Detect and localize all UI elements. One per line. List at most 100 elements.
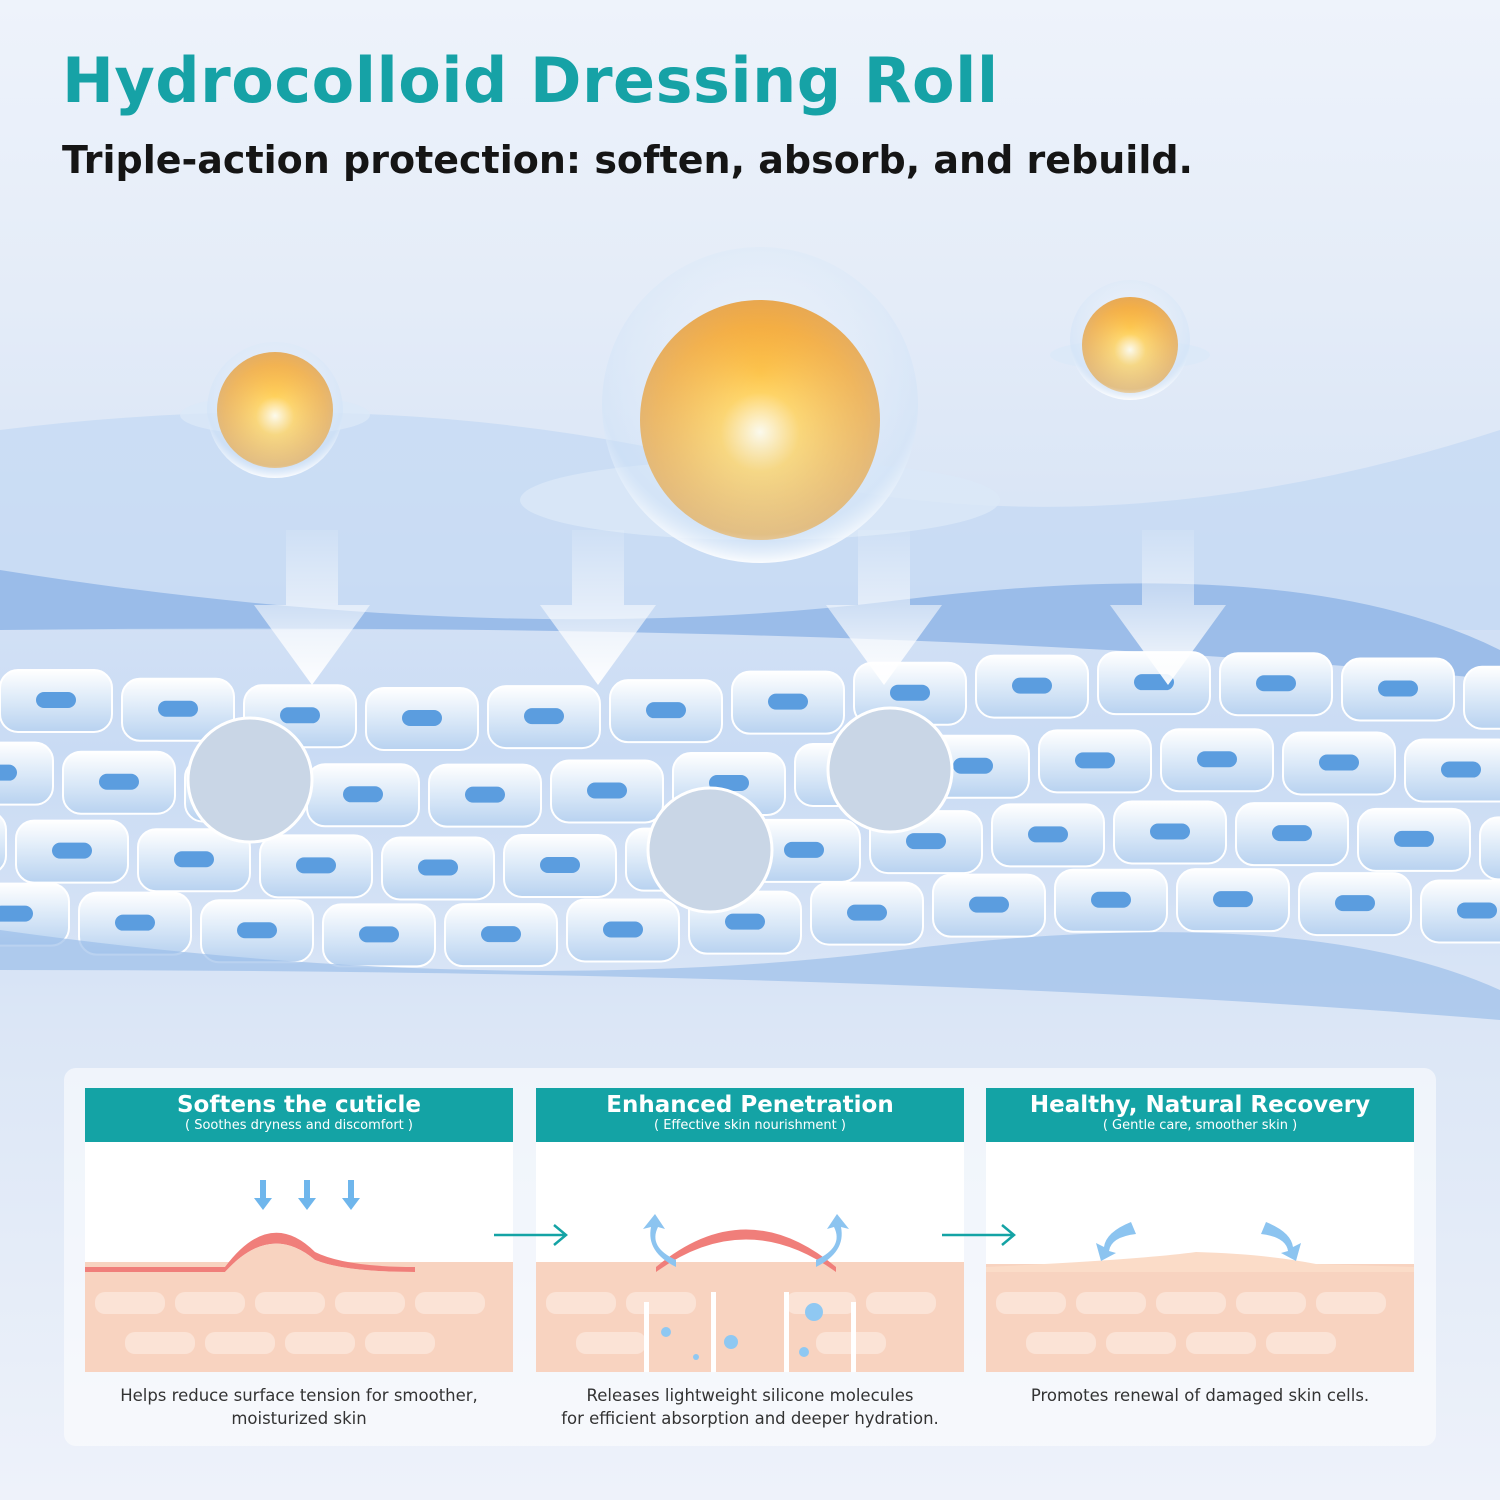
membrane-layer bbox=[0, 570, 1500, 680]
caption-line: for efficient absorption and deeper hydr… bbox=[561, 1409, 939, 1428]
cell-nucleus bbox=[1150, 823, 1190, 840]
caption-line: moisturized skin bbox=[231, 1409, 367, 1428]
cell-nucleus bbox=[1319, 754, 1359, 771]
bubble-right bbox=[1050, 280, 1210, 400]
molecule-dots-icon bbox=[661, 1303, 823, 1360]
step-header: Healthy, Natural Recovery ( Gentle care,… bbox=[986, 1088, 1414, 1142]
step-header: Enhanced Penetration ( Effective skin no… bbox=[536, 1088, 964, 1142]
cell-nucleus bbox=[99, 773, 139, 790]
cell-nucleus bbox=[237, 922, 277, 939]
cell-nucleus bbox=[1012, 677, 1052, 694]
down-arrow-icon bbox=[540, 530, 656, 685]
cell-nucleus bbox=[1091, 891, 1131, 908]
step-subtitle: ( Effective skin nourishment ) bbox=[654, 1118, 846, 1133]
cell-nucleus bbox=[768, 693, 808, 710]
down-arrow-icon bbox=[826, 530, 942, 685]
cell-nucleus bbox=[174, 851, 214, 868]
cell-nucleus bbox=[890, 684, 930, 701]
cell-nucleus bbox=[1272, 825, 1312, 842]
step-caption: Releases lightweight silicone molecules … bbox=[536, 1384, 964, 1430]
caption-line: Promotes renewal of damaged skin cells. bbox=[1030, 1386, 1370, 1405]
arrow-right-icon bbox=[942, 1224, 1016, 1246]
cell-nucleus bbox=[343, 786, 383, 803]
cell-nucleus bbox=[481, 926, 521, 943]
cell-nucleus bbox=[969, 896, 1009, 913]
step-caption: Helps reduce surface tension for smoothe… bbox=[85, 1384, 513, 1430]
skin-cell bbox=[0, 815, 7, 871]
skin-cell bbox=[1479, 816, 1500, 881]
cell-nucleus bbox=[1075, 752, 1115, 769]
cell-nucleus bbox=[953, 757, 993, 774]
cell-nucleus bbox=[540, 856, 580, 873]
cell-nucleus bbox=[296, 857, 336, 874]
cell-nucleus bbox=[402, 709, 442, 726]
skin-cell bbox=[1463, 665, 1500, 730]
cell-nucleus bbox=[1028, 826, 1068, 843]
cell-nucleus bbox=[418, 859, 458, 876]
cell-nucleus bbox=[784, 841, 824, 858]
cell-nucleus bbox=[0, 905, 33, 922]
cell-nucleus bbox=[359, 926, 399, 943]
damaged-cell bbox=[826, 706, 954, 834]
cell-nucleus bbox=[906, 833, 946, 850]
skin-cell bbox=[0, 741, 54, 806]
skin-layer-illustration bbox=[0, 247, 1500, 1020]
cell-nucleus bbox=[847, 904, 887, 921]
cell-nucleus bbox=[646, 702, 686, 719]
step-subtitle: ( Gentle care, smoother skin ) bbox=[1102, 1118, 1298, 1133]
step-card-soften: Softens the cuticle ( Soothes dryness an… bbox=[85, 1088, 513, 1430]
step-subtitle: ( Soothes dryness and discomfort ) bbox=[185, 1118, 413, 1133]
cell-nucleus bbox=[1441, 761, 1481, 778]
cell-nucleus bbox=[709, 775, 749, 792]
skin-section-illustration bbox=[85, 1180, 513, 1372]
up-arrows-icon bbox=[644, 1292, 856, 1372]
bubble-center bbox=[520, 247, 1000, 563]
cell-nucleus bbox=[36, 692, 76, 708]
cell-nucleus bbox=[1213, 891, 1253, 908]
cell-nucleus bbox=[587, 782, 627, 799]
step-header: Softens the cuticle ( Soothes dryness an… bbox=[85, 1088, 513, 1142]
skin-diagram-penetration bbox=[536, 1142, 964, 1372]
damaged-cell bbox=[186, 716, 314, 844]
cell-nucleus bbox=[115, 914, 155, 931]
cell-nucleus bbox=[725, 913, 765, 930]
skin-section-illustration bbox=[986, 1222, 1414, 1372]
cell-nucleus bbox=[524, 708, 564, 725]
curved-arrow-right-icon bbox=[816, 1214, 849, 1267]
step-title: Enhanced Penetration bbox=[606, 1092, 894, 1118]
curved-arrow-right-icon bbox=[1261, 1222, 1301, 1261]
cell-nucleus bbox=[0, 764, 17, 781]
cell-nucleus bbox=[465, 786, 505, 803]
curved-arrow-left-icon bbox=[1096, 1222, 1136, 1261]
skin-diagram-recovery bbox=[986, 1142, 1414, 1372]
step-card-penetration: Enhanced Penetration ( Effective skin no… bbox=[536, 1088, 964, 1430]
cell-nucleus bbox=[1457, 902, 1497, 919]
skin-section-illustration bbox=[536, 1214, 964, 1372]
cell-nucleus bbox=[52, 842, 92, 859]
down-arrow-icon bbox=[1110, 530, 1226, 685]
skin-diagram-soften bbox=[85, 1142, 513, 1372]
step-title: Softens the cuticle bbox=[176, 1092, 421, 1118]
cell-nucleus bbox=[280, 707, 320, 724]
page-title: Hydrocolloid Dressing Roll bbox=[62, 44, 999, 117]
curved-arrow-left-icon bbox=[643, 1214, 676, 1267]
bubble-left bbox=[180, 342, 370, 478]
cell-nucleus bbox=[1378, 680, 1418, 697]
arrow-right-icon bbox=[494, 1224, 568, 1246]
dermis-band bbox=[0, 930, 1500, 1020]
cell-nucleus bbox=[603, 921, 643, 938]
cell-nucleus bbox=[1335, 895, 1375, 912]
damaged-cell bbox=[646, 786, 774, 914]
caption-line: Helps reduce surface tension for smoothe… bbox=[120, 1386, 478, 1405]
page-subtitle: Triple-action protection: soften, absorb… bbox=[62, 138, 1193, 182]
down-arrows-icon bbox=[254, 1180, 360, 1210]
cell-nucleus bbox=[1256, 675, 1296, 692]
cell-nucleus bbox=[1197, 751, 1237, 768]
cell-nucleus bbox=[158, 700, 198, 717]
step-card-recovery: Healthy, Natural Recovery ( Gentle care,… bbox=[986, 1088, 1414, 1407]
down-arrow-icon bbox=[254, 530, 370, 685]
skin-cells bbox=[0, 651, 1500, 968]
cell-nucleus bbox=[1394, 830, 1434, 847]
caption-line: Releases lightweight silicone molecules bbox=[586, 1386, 914, 1405]
step-caption: Promotes renewal of damaged skin cells. bbox=[986, 1384, 1414, 1407]
